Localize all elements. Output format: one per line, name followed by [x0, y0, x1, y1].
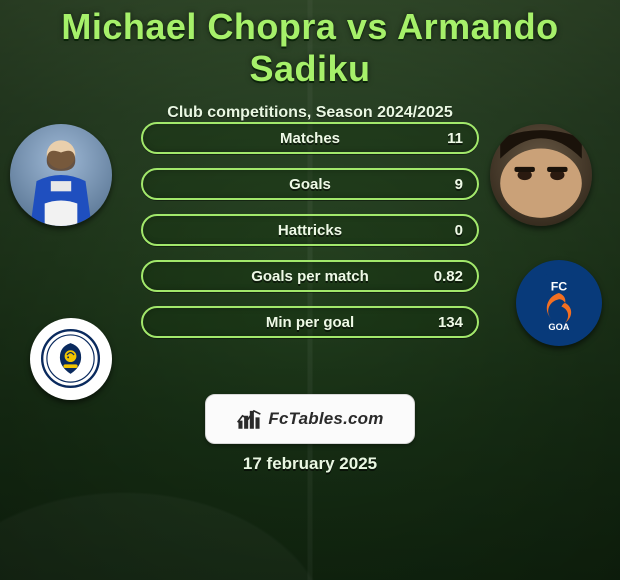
date-text: 17 february 2025 [243, 454, 377, 474]
club-badge-icon: FC GOA [528, 272, 590, 334]
stat-row: Matches 11 [141, 122, 479, 154]
stat-right-value: 11 [403, 130, 463, 147]
page-title: Michael Chopra vs Armando Sadiku [0, 6, 620, 90]
stat-label: Goals [217, 176, 403, 193]
avatar-placeholder-icon [10, 124, 112, 226]
club-right-badge: FC GOA [516, 260, 602, 346]
stat-label: Matches [217, 130, 403, 147]
stat-row: Hattricks 0 [141, 214, 479, 246]
brand-box: FcTables.com [205, 394, 415, 444]
svg-text:FC: FC [551, 280, 568, 294]
stat-right-value: 0 [403, 222, 463, 239]
player-left-photo [10, 124, 112, 226]
club-left-badge [30, 318, 112, 400]
player-right-photo [490, 124, 592, 226]
stat-label: Hattricks [217, 222, 403, 239]
stats-list: Matches 11 Goals 9 Hattricks 0 Goals per… [141, 122, 479, 352]
stat-row: Goals per match 0.82 [141, 260, 479, 292]
svg-text:GOA: GOA [548, 322, 569, 332]
infographic-card: Michael Chopra vs Armando Sadiku Club co… [0, 0, 620, 580]
bars-chart-icon [236, 406, 262, 432]
stat-label: Goals per match [217, 268, 403, 285]
stat-right-value: 134 [403, 314, 463, 331]
stat-row: Goals 9 [141, 168, 479, 200]
club-badge-icon [41, 329, 100, 388]
stat-label: Min per goal [217, 314, 403, 331]
stat-right-value: 0.82 [403, 268, 463, 285]
brand-text: FcTables.com [268, 409, 383, 429]
stat-right-value: 9 [403, 176, 463, 193]
avatar-placeholder-icon [490, 124, 592, 226]
stat-row: Min per goal 134 [141, 306, 479, 338]
subtitle: Club competitions, Season 2024/2025 [0, 104, 620, 122]
